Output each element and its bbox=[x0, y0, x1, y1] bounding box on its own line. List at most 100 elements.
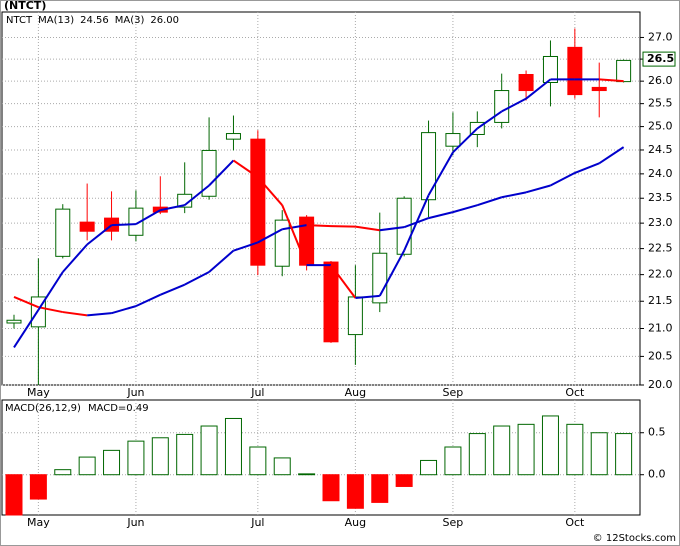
bar bbox=[322, 474, 340, 502]
bar bbox=[541, 415, 559, 476]
y-tick-label: 0.0 bbox=[648, 468, 666, 481]
ma-segment bbox=[62, 243, 88, 273]
ma-segment bbox=[111, 305, 137, 315]
ma-segment bbox=[427, 151, 454, 196]
x-tick-label: Jul bbox=[250, 386, 264, 399]
y-tick-label: 20.5 bbox=[648, 349, 673, 362]
x-tick-label: Jun bbox=[126, 516, 144, 529]
y-tick-label: 25.0 bbox=[648, 120, 673, 133]
x-tick-label: Oct bbox=[565, 386, 585, 399]
bar bbox=[151, 437, 169, 476]
y-tick-label: 20.0 bbox=[648, 378, 673, 391]
bar bbox=[249, 446, 267, 476]
y-tick-label: 27.0 bbox=[648, 30, 673, 43]
legend-text: 26.00 bbox=[150, 15, 179, 26]
ma-segment bbox=[257, 176, 283, 206]
bar bbox=[54, 469, 72, 476]
bar bbox=[103, 449, 121, 476]
ma-segment bbox=[232, 159, 259, 179]
y-tick-label: 0.5 bbox=[648, 426, 666, 439]
bar bbox=[615, 433, 633, 476]
ma-segment bbox=[574, 162, 600, 174]
candle-body bbox=[591, 86, 607, 92]
candle-body bbox=[567, 46, 583, 96]
ma-segment bbox=[135, 209, 161, 226]
y-tick-label: 21.0 bbox=[648, 321, 673, 334]
ma-segment bbox=[355, 225, 380, 232]
candle-body bbox=[201, 149, 217, 197]
bar bbox=[200, 425, 218, 476]
y-tick-label: 21.5 bbox=[648, 294, 673, 307]
ma-segment bbox=[550, 172, 576, 187]
ma-segment bbox=[281, 204, 308, 266]
y-tick-label: 24.0 bbox=[648, 167, 673, 180]
ma-segment bbox=[452, 204, 478, 214]
candle-body bbox=[250, 138, 266, 266]
ma-segment bbox=[501, 191, 527, 199]
candle-body bbox=[225, 133, 241, 140]
y-tick-label: 23.5 bbox=[648, 191, 673, 204]
ma-segment bbox=[306, 224, 332, 228]
x-tick-label: Oct bbox=[565, 516, 585, 529]
ma-segment bbox=[501, 97, 527, 113]
x-tick-label: Jul bbox=[250, 516, 264, 529]
footer: © 12Stocks.com bbox=[593, 533, 676, 544]
bar bbox=[29, 474, 47, 500]
x-tick-label: Sep bbox=[443, 386, 464, 399]
ma-segment bbox=[208, 159, 235, 187]
candle-body bbox=[299, 216, 315, 266]
ma-segment bbox=[135, 293, 161, 308]
bar bbox=[78, 456, 96, 476]
legend-text: MA(13) bbox=[38, 15, 74, 26]
candle-body bbox=[274, 219, 290, 267]
ma-segment bbox=[452, 127, 479, 154]
y-tick-label: 22.0 bbox=[648, 268, 673, 281]
bar bbox=[224, 417, 242, 476]
panel-title: MACD(26,12,9) bbox=[5, 403, 81, 414]
ma-segment bbox=[598, 146, 625, 165]
candle-body bbox=[128, 207, 144, 236]
ma-segment bbox=[37, 271, 64, 311]
plot-area bbox=[1, 399, 641, 516]
candle-body bbox=[79, 221, 95, 232]
ma-segment bbox=[86, 224, 113, 246]
y-tick-label: 24.5 bbox=[648, 143, 673, 156]
ma-segment bbox=[378, 250, 406, 297]
y-tick-label: 23.0 bbox=[648, 216, 673, 229]
ma-segment bbox=[184, 184, 210, 206]
bar bbox=[566, 423, 584, 476]
ma-segment bbox=[38, 306, 63, 314]
chart-title: (NTCT) bbox=[4, 0, 46, 12]
bar bbox=[590, 432, 608, 476]
bar bbox=[493, 425, 511, 476]
bar bbox=[127, 440, 145, 476]
ma-segment bbox=[159, 283, 186, 296]
ma-segment bbox=[62, 311, 88, 317]
bar bbox=[420, 459, 438, 476]
ma-segment bbox=[599, 78, 624, 83]
ma-segment bbox=[233, 241, 259, 252]
candle-body bbox=[616, 59, 632, 83]
bar bbox=[444, 446, 462, 476]
ma-segment bbox=[428, 211, 454, 220]
y-tick-label: 22.5 bbox=[648, 242, 673, 255]
candle-body bbox=[323, 261, 339, 343]
bar bbox=[517, 423, 535, 476]
ma-segment bbox=[330, 225, 356, 228]
x-tick-label: Aug bbox=[345, 516, 366, 529]
ma-segment bbox=[257, 228, 283, 244]
last-price-box bbox=[642, 51, 676, 67]
x-tick-label: Aug bbox=[345, 386, 366, 399]
ma-segment bbox=[282, 224, 307, 231]
candle-body bbox=[518, 73, 534, 92]
bar bbox=[176, 433, 194, 476]
panel-value: MACD=0.49 bbox=[88, 403, 149, 414]
y-tick-label: 25.5 bbox=[648, 97, 673, 110]
candle-body bbox=[445, 133, 461, 147]
ma-segment bbox=[379, 226, 405, 232]
ma-segment bbox=[525, 184, 551, 194]
ma-segment bbox=[208, 249, 235, 273]
ma-segment bbox=[403, 194, 430, 252]
bar bbox=[468, 433, 486, 476]
